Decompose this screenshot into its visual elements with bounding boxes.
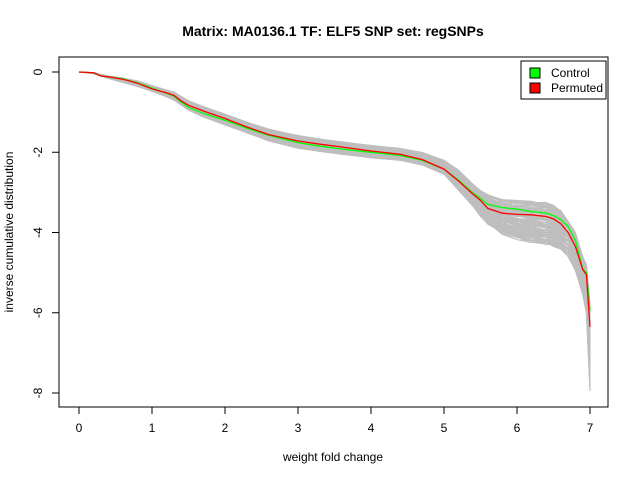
y-tick-label: -4 <box>31 227 45 238</box>
y-axis-label: inverse cumulative distribution <box>2 152 16 313</box>
legend-swatch-permuted <box>529 82 541 94</box>
permutation-line <box>78 71 591 378</box>
series-line-control <box>78 71 591 311</box>
x-tick-label: 5 <box>441 421 448 435</box>
y-tick-label: 0 <box>31 68 45 75</box>
permutation-line <box>78 71 591 390</box>
x-tick-label: 4 <box>368 421 375 435</box>
x-axis: 0 1 2 3 4 5 6 7 <box>76 406 594 435</box>
legend: Control Permuted <box>520 60 607 100</box>
x-tick-label: 7 <box>587 421 594 435</box>
legend-label-permuted: Permuted <box>551 81 603 95</box>
y-tick-label: -2 <box>31 147 45 158</box>
permutation-line <box>78 71 591 311</box>
x-tick-label: 1 <box>149 421 156 435</box>
x-tick-label: 0 <box>76 421 83 435</box>
x-tick-label: 6 <box>514 421 521 435</box>
chart-title: Matrix: MA0136.1 TF: ELF5 SNP set: regSN… <box>182 23 484 39</box>
series-line-permuted <box>78 71 591 327</box>
legend-swatch-control <box>529 67 541 79</box>
permutation-lines <box>78 71 591 392</box>
x-axis-label: weight fold change <box>282 450 383 464</box>
y-tick-label: -8 <box>31 387 45 398</box>
y-tick-label: -6 <box>31 307 45 318</box>
x-tick-label: 3 <box>295 421 302 435</box>
permutation-line <box>78 71 591 361</box>
legend-label-control: Control <box>551 66 590 80</box>
x-tick-label: 2 <box>222 421 229 435</box>
y-axis: 0 -2 -4 -6 -8 <box>31 68 60 398</box>
series-lines <box>78 71 591 327</box>
